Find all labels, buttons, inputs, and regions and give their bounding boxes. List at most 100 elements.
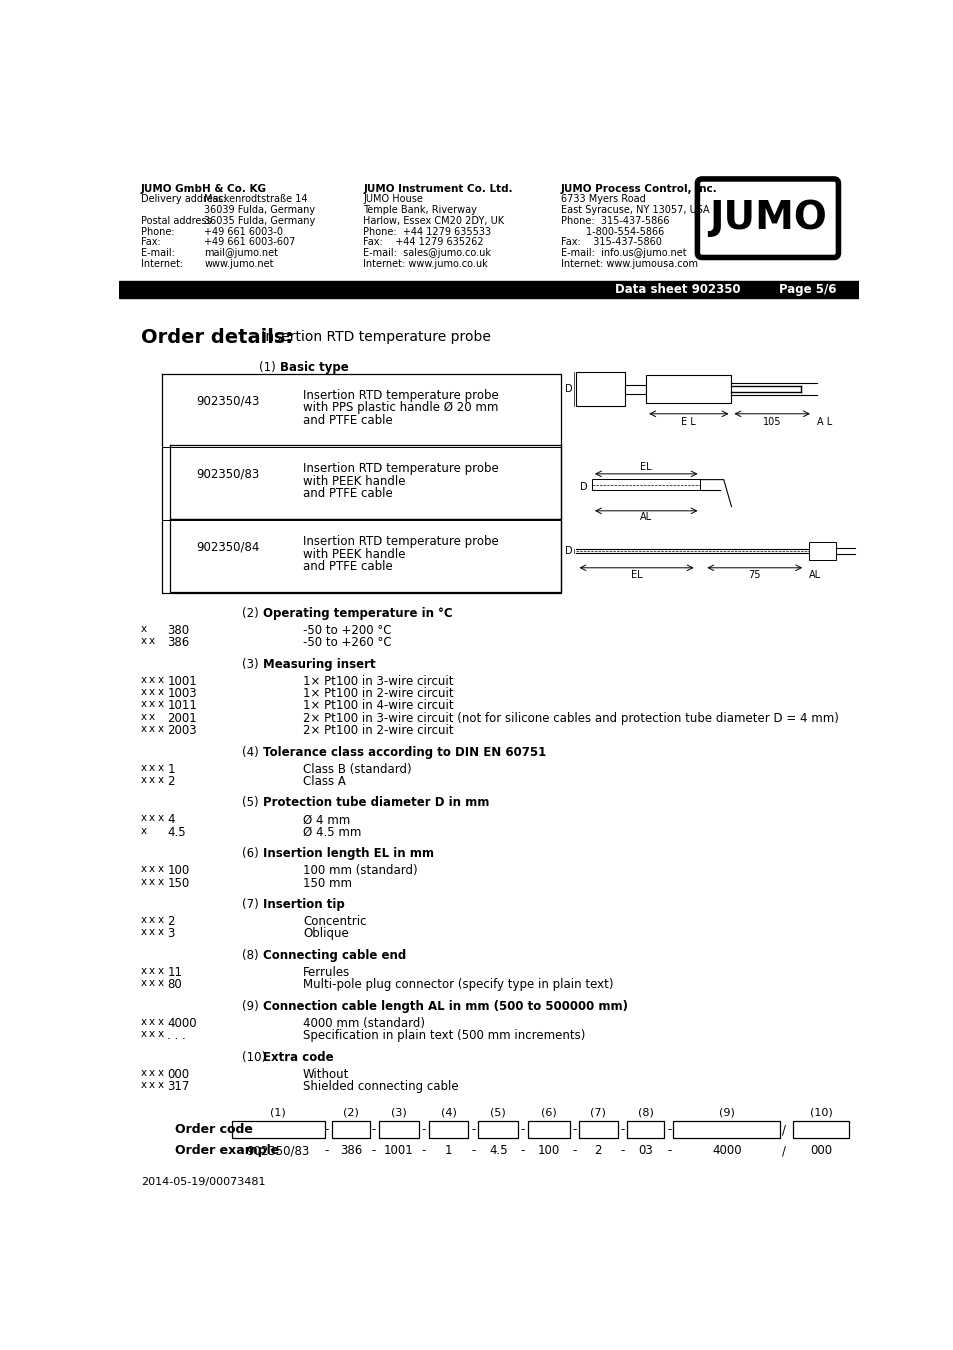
Bar	[119, 281, 858, 298]
Bar	[592, 479, 700, 490]
Text: -50 to +200 °C: -50 to +200 °C	[303, 624, 391, 637]
Bar	[624, 385, 645, 394]
Bar	[793, 1122, 848, 1138]
Text: Internet: www.jumousa.com: Internet: www.jumousa.com	[560, 259, 698, 269]
Text: 03: 03	[638, 1145, 652, 1157]
Text: x: x	[157, 1068, 163, 1077]
Text: E-mail:  info.us@jumo.net: E-mail: info.us@jumo.net	[560, 248, 686, 258]
Text: and PTFE cable: and PTFE cable	[303, 487, 393, 500]
Text: 75: 75	[748, 570, 760, 580]
Text: x: x	[157, 699, 163, 710]
Text: -: -	[666, 1145, 671, 1157]
Text: -: -	[371, 1145, 375, 1157]
Text: 902350/83: 902350/83	[196, 467, 260, 481]
Text: x: x	[157, 1029, 163, 1040]
Text: Shielded connecting cable: Shielded connecting cable	[303, 1080, 458, 1094]
Text: 1× Pt100 in 2-wire circuit: 1× Pt100 in 2-wire circuit	[303, 687, 453, 701]
Text: -: -	[471, 1123, 476, 1137]
Text: (3): (3)	[391, 1107, 407, 1118]
Text: A L: A L	[816, 417, 831, 427]
Text: www.jumo.net: www.jumo.net	[204, 259, 274, 269]
Text: x: x	[149, 675, 154, 684]
Text: JUMO: JUMO	[708, 200, 826, 238]
Text: x: x	[157, 979, 163, 988]
Text: Phone:  315-437-5866: Phone: 315-437-5866	[560, 216, 669, 225]
Text: 36039 Fulda, Germany: 36039 Fulda, Germany	[204, 205, 315, 215]
Text: 2003: 2003	[167, 724, 196, 737]
FancyBboxPatch shape	[697, 180, 838, 258]
Text: 1× Pt100 in 4-wire circuit: 1× Pt100 in 4-wire circuit	[303, 699, 453, 713]
Text: 2: 2	[594, 1145, 601, 1157]
Text: x: x	[141, 775, 147, 784]
Bar	[808, 541, 835, 560]
Text: Class A: Class A	[303, 775, 345, 788]
Text: -: -	[520, 1123, 525, 1137]
Text: and PTFE cable: and PTFE cable	[303, 414, 393, 427]
Text: -: -	[619, 1123, 624, 1137]
Bar	[527, 1122, 569, 1138]
Text: . . .: . . .	[167, 1029, 186, 1042]
Text: 6733 Myers Road: 6733 Myers Road	[560, 194, 645, 204]
Text: (4): (4)	[241, 745, 258, 759]
Text: (5): (5)	[490, 1107, 506, 1118]
Text: 2× Pt100 in 3-wire circuit (not for silicone cables and protection tube diameter: 2× Pt100 in 3-wire circuit (not for sili…	[303, 711, 838, 725]
Text: -50 to +260 °C: -50 to +260 °C	[303, 636, 391, 649]
Text: AL: AL	[808, 570, 821, 580]
Text: Order details:: Order details:	[141, 328, 293, 347]
Text: -: -	[619, 1145, 624, 1157]
Text: 1011: 1011	[167, 699, 197, 713]
Bar	[477, 1122, 517, 1138]
Text: 1001: 1001	[167, 675, 197, 687]
Text: Page 5/6: Page 5/6	[779, 284, 836, 296]
Text: D: D	[579, 482, 587, 493]
Text: 386: 386	[339, 1145, 362, 1157]
Text: x: x	[141, 927, 147, 937]
Text: 105: 105	[762, 417, 781, 427]
Text: -: -	[324, 1145, 328, 1157]
Bar	[232, 1122, 324, 1138]
Text: E-mail:: E-mail:	[141, 248, 174, 258]
Text: (3): (3)	[241, 657, 258, 671]
Text: Protection tube diameter D in mm: Protection tube diameter D in mm	[262, 796, 489, 810]
Text: (6): (6)	[540, 1107, 556, 1118]
Text: Mackenrodtstraße 14: Mackenrodtstraße 14	[204, 194, 308, 204]
Text: x: x	[141, 915, 147, 925]
Text: Fax:    +44 1279 635262: Fax: +44 1279 635262	[363, 238, 483, 247]
Bar	[429, 1122, 468, 1138]
Text: Temple Bank, Riverway: Temple Bank, Riverway	[363, 205, 476, 215]
Text: (1): (1)	[258, 360, 275, 374]
Text: 1-800-554-5866: 1-800-554-5866	[560, 227, 663, 236]
Text: 2: 2	[167, 775, 174, 788]
Text: (6): (6)	[241, 848, 258, 860]
Text: (10): (10)	[809, 1107, 832, 1118]
Text: -: -	[520, 1145, 525, 1157]
Text: 1: 1	[444, 1145, 452, 1157]
Text: Data sheet 902350: Data sheet 902350	[615, 284, 740, 296]
Text: Insertion length EL in mm: Insertion length EL in mm	[262, 848, 434, 860]
Text: x: x	[141, 1029, 147, 1040]
Text: Class B (standard): Class B (standard)	[303, 763, 411, 776]
Text: with PPS plastic handle Ø 20 mm: with PPS plastic handle Ø 20 mm	[303, 401, 497, 414]
Text: 2: 2	[167, 915, 174, 927]
Text: Insertion RTD temperature probe: Insertion RTD temperature probe	[257, 329, 491, 344]
Text: 4000 mm (standard): 4000 mm (standard)	[303, 1017, 424, 1030]
Text: 1001: 1001	[384, 1145, 414, 1157]
Text: East Syracuse, NY 13057, USA: East Syracuse, NY 13057, USA	[560, 205, 709, 215]
Text: x: x	[157, 864, 163, 875]
Text: and PTFE cable: and PTFE cable	[303, 560, 393, 574]
Text: JUMO Instrument Co. Ltd.: JUMO Instrument Co. Ltd.	[363, 184, 513, 193]
Text: Tolerance class according to DIN EN 60751: Tolerance class according to DIN EN 6075…	[262, 745, 545, 759]
Text: x: x	[141, 699, 147, 710]
Text: -: -	[421, 1123, 426, 1137]
Text: (7): (7)	[590, 1107, 605, 1118]
Text: x: x	[141, 876, 147, 887]
Text: x: x	[149, 979, 154, 988]
Text: x: x	[141, 1080, 147, 1089]
Text: 2× Pt100 in 2-wire circuit: 2× Pt100 in 2-wire circuit	[303, 724, 453, 737]
Text: 100: 100	[537, 1145, 559, 1157]
Text: 1003: 1003	[167, 687, 196, 701]
Text: Insertion RTD temperature probe: Insertion RTD temperature probe	[303, 462, 498, 475]
Text: 380: 380	[167, 624, 190, 637]
Text: Connection cable length AL in mm (500 to 500000 mm): Connection cable length AL in mm (500 to…	[262, 1000, 627, 1012]
Text: /: /	[781, 1123, 785, 1137]
